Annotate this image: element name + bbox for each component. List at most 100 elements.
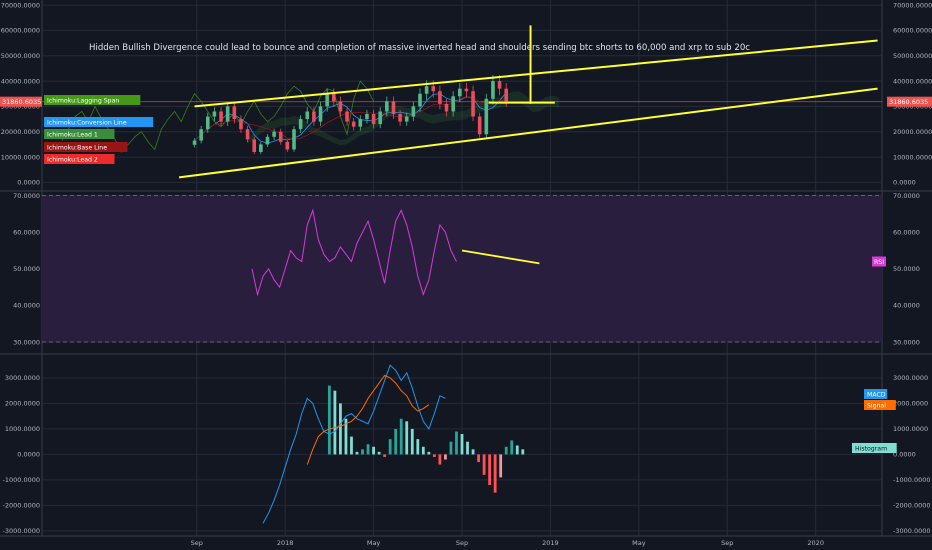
histogram-bar: [432, 454, 436, 457]
candle-body: [391, 101, 396, 114]
macd-legend-badge: [864, 400, 896, 410]
left-axis-tick-label: 20000.0000: [1, 128, 40, 136]
time-tick-label: Sep: [191, 539, 203, 547]
candle-body: [431, 86, 436, 92]
time-tick-label: 2018: [277, 539, 294, 547]
time-tick-label: 2019: [542, 539, 559, 547]
price-pane[interactable]: [42, 25, 882, 179]
rsi-band: [42, 195, 882, 343]
right-axis-tick-label: 30.0000: [893, 338, 920, 346]
ichimoku-cloud: [247, 91, 560, 146]
chart-annotation: Hidden Bullish Divergence could lead to …: [89, 43, 750, 53]
left-axis-tick-label: 2000.0000: [5, 400, 40, 408]
histogram-bar: [438, 454, 442, 465]
candle-body: [504, 88, 509, 102]
legend-label: Ichimoku:Conversion Line: [47, 119, 127, 126]
histogram-bar: [482, 454, 486, 475]
histogram-bar: [388, 439, 392, 455]
time-tick-label: 2020: [807, 539, 824, 547]
candle-body: [398, 114, 402, 122]
histogram-bar: [488, 454, 492, 486]
legend-badge: [44, 154, 115, 164]
time-tick-label: Sep: [456, 539, 468, 547]
candle-body: [278, 131, 283, 142]
left-axis-tick-label: 70.0000: [13, 192, 40, 200]
candle-body: [225, 106, 230, 122]
macd-legend-label: Histogram: [855, 445, 887, 452]
candle-body: [385, 101, 389, 112]
candle-body: [338, 101, 343, 112]
left-axis-tick-label: 0.0000: [17, 451, 40, 459]
histogram-bar: [493, 454, 497, 493]
legend-badge: [44, 95, 141, 105]
right-axis-tick-label: 40.0000: [893, 302, 920, 310]
histogram-bar: [510, 440, 514, 455]
histogram-bar: [504, 446, 508, 455]
legend-label: Ichimoku:Base Line: [47, 144, 107, 151]
left-axis-tick-label: -1000.0000: [3, 476, 41, 484]
histogram-bar: [350, 436, 353, 455]
candle-body: [285, 141, 290, 150]
histogram-bar: [410, 428, 414, 455]
candle-body: [351, 121, 356, 127]
left-axis-tick-label: 0.0000: [17, 179, 40, 187]
rsi-legend-badge: [872, 256, 886, 267]
histogram-bar: [333, 390, 337, 455]
candle-body: [265, 136, 270, 145]
candle-body: [252, 139, 257, 152]
histogram-bar: [405, 421, 409, 455]
histogram-bar: [327, 385, 331, 455]
rsi-pane[interactable]: [42, 195, 882, 343]
histogram-bar: [399, 418, 403, 455]
histogram-bar: [366, 444, 370, 455]
left-axis-tick-label: 60000.0000: [1, 27, 40, 35]
candle-body: [345, 111, 349, 122]
histogram-bar: [471, 449, 475, 455]
candle-body: [491, 81, 495, 99]
right-axis-tick-label: 20000.0000: [893, 128, 932, 136]
candle-body: [418, 93, 422, 107]
left-axis-tick-label: 40.0000: [13, 302, 40, 310]
left-axis-tick-label: 30000.0000: [1, 103, 40, 111]
histogram-bar: [515, 445, 519, 455]
candle-body: [411, 106, 416, 117]
histogram-bar: [339, 403, 342, 455]
candle-body: [232, 106, 237, 120]
legend-badge: [44, 117, 154, 127]
left-axis-tick-label: 1000.0000: [5, 425, 40, 433]
time-tick-label: Sep: [721, 539, 733, 547]
legend-badge: [44, 129, 115, 139]
time-tick-label: May: [367, 539, 381, 547]
last-price-badge-right: [887, 96, 932, 107]
candle-body: [471, 91, 475, 117]
left-axis-tick-label: 60.0000: [13, 229, 40, 237]
histogram-bar: [455, 431, 458, 455]
rsi-line: [251, 208, 457, 297]
right-axis-tick-label: 70.0000: [893, 192, 920, 200]
histogram-bar: [427, 451, 431, 455]
candle-body: [457, 88, 462, 97]
histogram-bar: [460, 434, 464, 455]
macd-legend-label: MACD: [867, 391, 886, 398]
right-axis-tick-label: 1000.0000: [893, 425, 928, 433]
right-axis-tick-label: 0.0000: [893, 179, 916, 187]
candle-body: [451, 96, 455, 112]
left-axis-tick-label: 40000.0000: [1, 77, 40, 85]
candle-body: [239, 119, 243, 130]
legend-label: Ichimoku:Lead 2: [47, 156, 98, 163]
right-axis-tick-label: -2000.0000: [893, 502, 931, 510]
left-axis-tick-label: 3000.0000: [5, 374, 40, 382]
rsi-trendline: [461, 249, 540, 265]
right-axis-tick-label: -3000.0000: [893, 527, 931, 535]
histogram-bar: [477, 454, 480, 463]
histogram-bar: [361, 449, 364, 455]
histogram-bar: [421, 446, 425, 455]
right-axis-tick-label: 50000.0000: [893, 52, 932, 60]
macd-pane[interactable]: [262, 364, 525, 524]
candle-body: [272, 131, 276, 137]
right-axis-tick-label: 2000.0000: [893, 400, 928, 408]
histogram-bar: [377, 451, 381, 455]
candle-body: [477, 116, 482, 135]
